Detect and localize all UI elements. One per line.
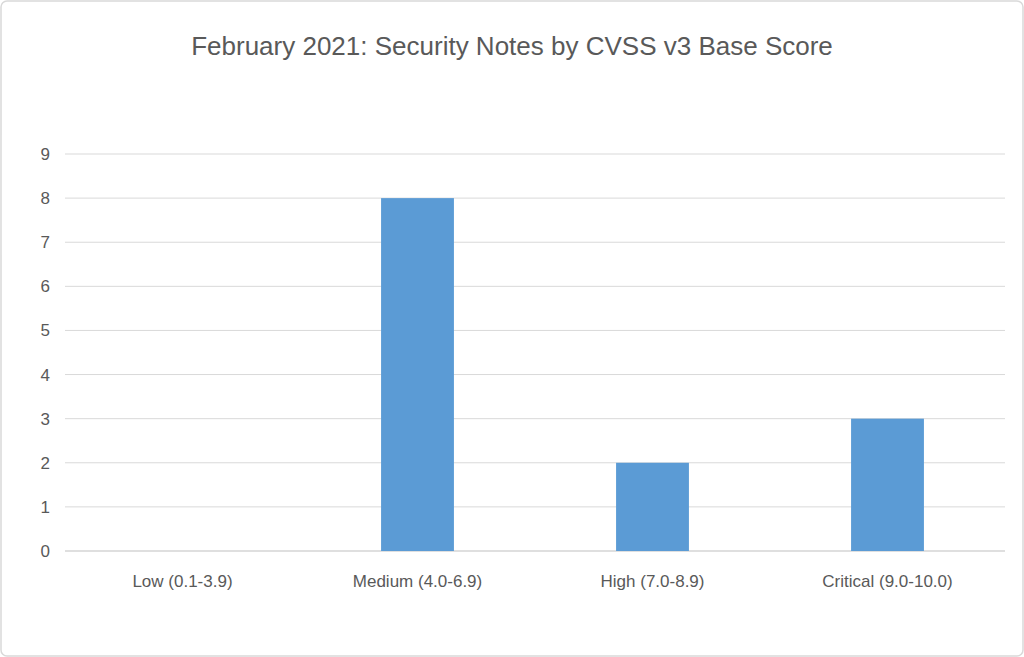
chart: February 2021: Security Notes by CVSS v3… bbox=[0, 0, 1024, 657]
y-tick-label: 3 bbox=[41, 410, 50, 429]
grid-line bbox=[65, 154, 1005, 155]
grid-line bbox=[65, 198, 1005, 199]
x-tick-label: Low (0.1-3.9) bbox=[132, 572, 232, 591]
y-tick-label: 5 bbox=[41, 321, 50, 340]
grid-line bbox=[65, 286, 1005, 287]
y-tick-label: 8 bbox=[41, 189, 50, 208]
x-tick-label: Medium (4.0-6.9) bbox=[353, 572, 482, 591]
bar bbox=[381, 198, 454, 551]
x-axis: Low (0.1-3.9) Medium (4.0-6.9) High (7.0-8… bbox=[132, 572, 952, 591]
y-tick-label: 2 bbox=[41, 454, 50, 473]
x-tick-label: High (7.0-8.9) bbox=[601, 572, 705, 591]
y-tick-label: 6 bbox=[41, 277, 50, 296]
grid-line bbox=[65, 374, 1005, 375]
grid-line bbox=[65, 330, 1005, 331]
y-axis: 0 1 2 3 4 5 6 7 8 9 bbox=[41, 145, 1005, 561]
chart-frame bbox=[1, 1, 1023, 656]
bar bbox=[146, 551, 219, 552]
y-tick-label: 1 bbox=[41, 498, 50, 517]
bars bbox=[381, 198, 924, 551]
bar bbox=[616, 463, 689, 551]
bar bbox=[851, 419, 924, 551]
chart-title: February 2021: Security Notes by CVSS v3… bbox=[191, 31, 833, 61]
y-tick-label: 7 bbox=[41, 233, 50, 252]
page: {"chart_data": {"type": "bar", "title": … bbox=[0, 0, 1024, 657]
grid-line bbox=[65, 242, 1005, 243]
y-tick-label: 4 bbox=[41, 366, 50, 385]
x-tick-label: Critical (9.0-10.0) bbox=[822, 572, 952, 591]
y-tick-label: 0 bbox=[41, 542, 50, 561]
y-tick-label: 9 bbox=[41, 145, 50, 164]
